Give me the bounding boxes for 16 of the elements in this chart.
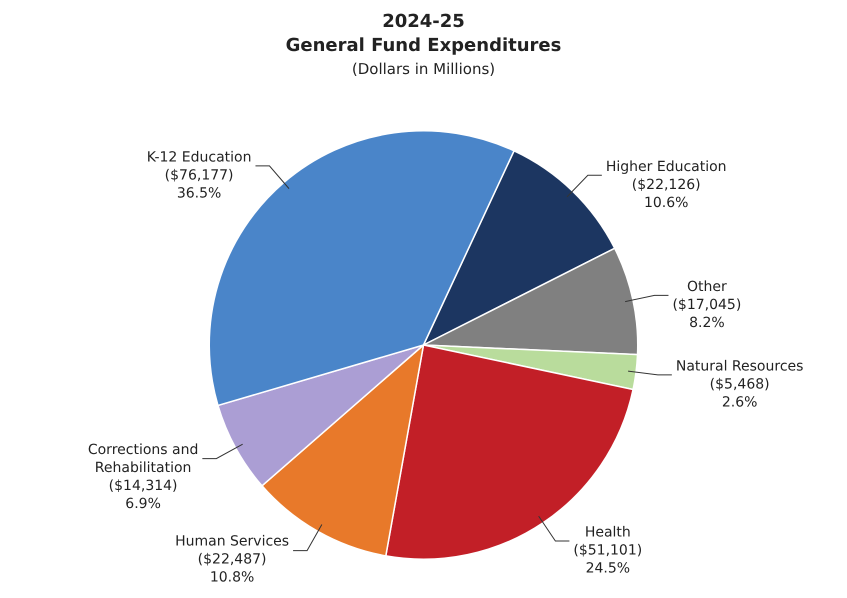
data-label: ($22,487) 10.8% bbox=[198, 552, 266, 586]
data-label: ($14,314) 6.9% bbox=[108, 478, 178, 512]
slice-label: K-12 Education bbox=[146, 150, 252, 166]
slice-label: Health bbox=[584, 524, 631, 541]
slice-label: Corrections and Rehabilitation bbox=[88, 442, 198, 476]
data-label: ($51,101) 24.5% bbox=[573, 542, 642, 577]
chart-subtitle: (Dollars in Millions) bbox=[350, 60, 496, 78]
slice-label: Other bbox=[686, 278, 727, 295]
slice-label: Human Services bbox=[175, 534, 290, 550]
data-label: ($22,126) 10.6% bbox=[632, 176, 701, 211]
data-label: ($5,468) 2.6% bbox=[710, 376, 770, 411]
data-label: ($76,177) 36.5% bbox=[164, 168, 234, 202]
chart-title: 2024-25 General Fund Expenditures bbox=[284, 10, 562, 58]
slice-label: Higher Education bbox=[606, 158, 727, 175]
slice-label: Natural Resources bbox=[676, 358, 804, 375]
data-label: ($17,045) 8.2% bbox=[672, 296, 742, 331]
